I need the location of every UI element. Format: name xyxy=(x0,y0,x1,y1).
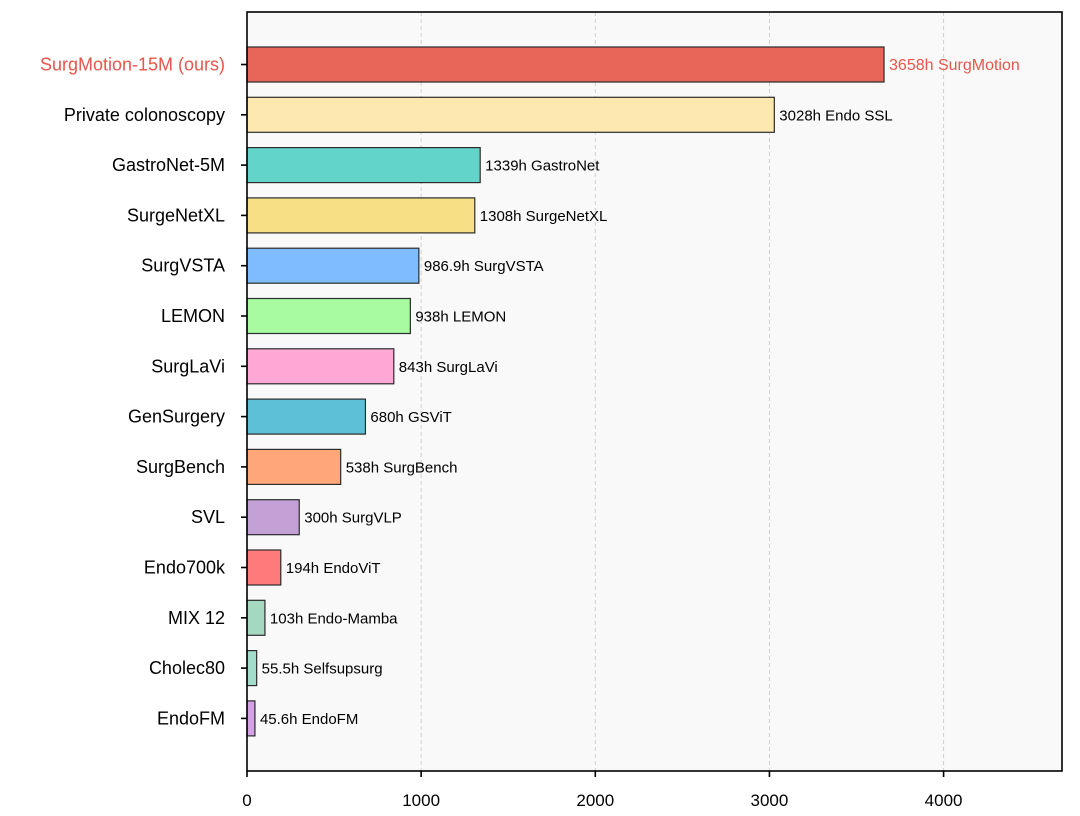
bar-value-label: 843h SurgLaVi xyxy=(399,359,498,376)
bar xyxy=(246,499,300,536)
category-label: Cholec80 xyxy=(149,658,225,678)
category-label: SurgLaVi xyxy=(151,356,225,376)
category-label: GastroNet-5M xyxy=(112,155,225,175)
bar xyxy=(246,448,342,485)
bar xyxy=(246,147,481,184)
bar-value-label: 1339h GastroNet xyxy=(485,158,600,175)
bar-value-label: 103h Endo-Mamba xyxy=(270,610,398,627)
bar xyxy=(246,297,411,335)
bars xyxy=(246,46,885,737)
plot-background xyxy=(247,12,1062,771)
plot-frame xyxy=(246,11,1063,772)
category-label: Private colonoscopy xyxy=(64,105,225,125)
bar xyxy=(246,549,282,586)
category-label: LEMON xyxy=(161,306,225,326)
bar xyxy=(246,96,775,133)
x-tick-label: 0 xyxy=(242,791,251,810)
bar xyxy=(246,398,367,435)
category-labels: SurgMotion-15M (ours) Private colonoscopy… xyxy=(40,55,247,728)
x-axis-ticks: 0 1000 2000 3000 4000 xyxy=(242,771,962,810)
bar xyxy=(246,46,885,83)
bar-value-label: 986.9h SurgVSTA xyxy=(424,258,544,275)
bar-value-label: 938h LEMON xyxy=(415,309,506,326)
bar-value-label: 194h EndoViT xyxy=(286,560,381,577)
bar-value-label: 300h SurgVLP xyxy=(304,510,402,527)
x-tick-label: 1000 xyxy=(402,791,440,810)
bar xyxy=(246,247,420,284)
x-tick-label: 3000 xyxy=(751,791,789,810)
category-label: MIX 12 xyxy=(168,608,225,628)
bar-labels: 3658h SurgMotion 3028h Endo SSL 1339h Gast… xyxy=(260,57,1020,728)
bar xyxy=(246,348,395,385)
category-label: SurgeNetXL xyxy=(127,205,225,225)
category-label: Endo700k xyxy=(144,558,226,578)
category-label: SurgBench xyxy=(136,457,225,477)
bar xyxy=(246,700,256,737)
bar-value-label: 3028h Endo SSL xyxy=(779,107,892,124)
bar-value-label: 45.6h EndoFM xyxy=(260,711,358,728)
category-label: EndoFM xyxy=(157,708,225,728)
bar xyxy=(246,599,266,636)
bar xyxy=(246,197,476,234)
category-label: SVL xyxy=(191,507,225,527)
x-tick-label: 4000 xyxy=(925,791,963,810)
bar-value-label: 3658h SurgMotion xyxy=(889,57,1020,74)
x-tick-label: 2000 xyxy=(576,791,614,810)
category-label: SurgVSTA xyxy=(141,256,225,276)
grid-lines xyxy=(420,12,945,771)
bar xyxy=(246,649,258,687)
bar-value-label: 538h SurgBench xyxy=(346,459,458,476)
category-label: GenSurgery xyxy=(128,407,225,427)
bar-value-label: 680h GSViT xyxy=(370,409,451,426)
bar-value-label: 55.5h Selfsupsurg xyxy=(262,661,383,678)
category-label: SurgMotion-15M (ours) xyxy=(40,55,225,75)
bar-value-label: 1308h SurgeNetXL xyxy=(480,208,608,225)
